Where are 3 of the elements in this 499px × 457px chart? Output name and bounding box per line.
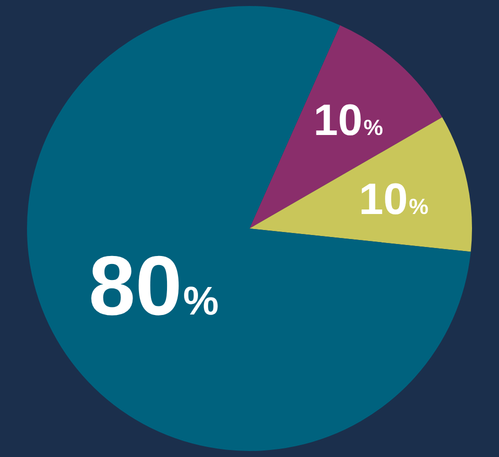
data-label: 10% <box>358 174 428 224</box>
data-label: 80% <box>88 238 219 332</box>
data-label: 10% <box>314 96 384 146</box>
